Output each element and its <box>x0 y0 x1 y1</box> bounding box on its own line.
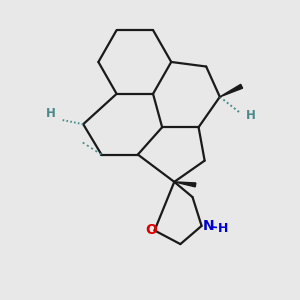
Polygon shape <box>174 182 196 187</box>
Polygon shape <box>220 84 243 97</box>
Text: H: H <box>246 109 256 122</box>
Text: N: N <box>203 219 215 233</box>
Text: O: O <box>145 224 157 237</box>
Text: H: H <box>46 107 56 120</box>
Text: H: H <box>218 222 229 235</box>
